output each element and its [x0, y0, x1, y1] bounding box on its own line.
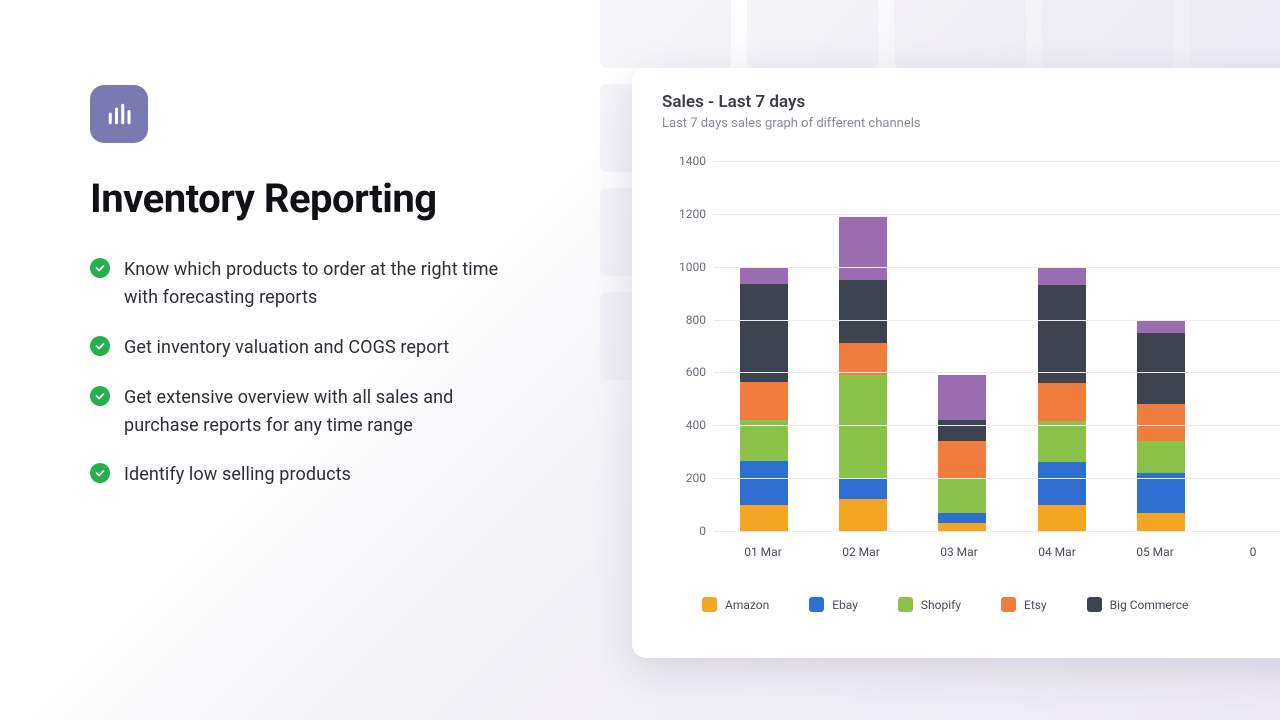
- legend-item: Big Commerce: [1087, 597, 1189, 612]
- bar-group: [932, 375, 992, 531]
- y-axis: 0200400600800100012001400: [670, 161, 714, 531]
- legend-label: Ebay: [832, 598, 858, 612]
- bar-chart-icon: [90, 85, 148, 143]
- gridline: [714, 214, 1280, 215]
- feature-item-text: Identify low selling products: [124, 461, 351, 489]
- y-axis-tick: 1000: [679, 260, 706, 274]
- bar-segment: [1137, 404, 1185, 441]
- bar-segment: [1038, 462, 1086, 504]
- feature-item-text: Know which products to order at the righ…: [124, 256, 520, 312]
- chart-legend: Amazon Ebay Shopify Etsy Big Commerce: [702, 597, 1280, 612]
- feature-item: Get inventory valuation and COGS report: [90, 334, 520, 362]
- bar-segment: [839, 499, 887, 531]
- y-axis-tick: 0: [699, 524, 706, 538]
- bar-segment: [740, 505, 788, 531]
- x-axis-label: 02 Mar: [831, 545, 891, 559]
- x-axis-label: 0: [1223, 545, 1280, 559]
- bar-group: [1032, 268, 1092, 531]
- check-circle-icon: [90, 336, 110, 356]
- bar-segment: [938, 513, 986, 524]
- legend-label: Amazon: [725, 598, 769, 612]
- bar-segment: [1038, 421, 1086, 462]
- bar-segment: [1038, 285, 1086, 383]
- bar-segment: [740, 382, 788, 420]
- feature-item: Know which products to order at the righ…: [90, 256, 520, 312]
- bar-segment: [740, 461, 788, 505]
- bar-segment: [1038, 505, 1086, 531]
- legend-label: Etsy: [1024, 598, 1047, 612]
- gridline: [714, 320, 1280, 321]
- gridline: [714, 425, 1280, 426]
- feature-item: Get extensive overview with all sales an…: [90, 384, 520, 440]
- bar-segment: [839, 217, 887, 280]
- y-axis-tick: 1200: [679, 207, 706, 221]
- legend-swatch: [809, 597, 824, 612]
- chart-title: Sales - Last 7 days: [662, 92, 1280, 112]
- bar-segment: [1038, 383, 1086, 421]
- legend-item: Etsy: [1001, 597, 1047, 612]
- x-axis-label: 01 Mar: [733, 545, 793, 559]
- check-circle-icon: [90, 386, 110, 406]
- y-axis-tick: 1400: [679, 154, 706, 168]
- y-axis-tick: 400: [686, 418, 706, 432]
- bar-segment: [1038, 268, 1086, 285]
- y-axis-tick: 800: [686, 313, 706, 327]
- feature-item-text: Get inventory valuation and COGS report: [124, 334, 449, 362]
- bar-group: [833, 217, 893, 531]
- gridline: [714, 161, 1280, 162]
- check-circle-icon: [90, 258, 110, 278]
- x-axis-labels: 01 Mar 02 Mar 03 Mar 04 Mar 05 Mar 0: [714, 545, 1280, 559]
- page-title: Inventory Reporting: [90, 175, 520, 222]
- bar-segment: [839, 343, 887, 375]
- bar-segment: [938, 523, 986, 531]
- bar-group: [734, 267, 794, 531]
- gridline: [714, 267, 1280, 268]
- legend-swatch: [1087, 597, 1102, 612]
- feature-item: Identify low selling products: [90, 461, 520, 489]
- bar-segment: [938, 441, 986, 478]
- bar-segment: [938, 375, 986, 420]
- x-axis-label: 03 Mar: [929, 545, 989, 559]
- legend-item: Amazon: [702, 597, 769, 612]
- legend-label: Shopify: [921, 598, 961, 612]
- y-axis-tick: 600: [686, 365, 706, 379]
- legend-item: Shopify: [898, 597, 961, 612]
- bar-segment: [839, 478, 887, 499]
- bar-segment: [839, 280, 887, 343]
- bar-segment: [1137, 441, 1185, 473]
- bar-segment: [938, 478, 986, 512]
- bar-segment: [1137, 333, 1185, 404]
- legend-item: Ebay: [809, 597, 858, 612]
- bar-segment: [740, 284, 788, 382]
- gridline: [714, 531, 1280, 532]
- chart-subtitle: Last 7 days sales graph of different cha…: [662, 116, 1280, 131]
- sales-chart-card: Sales - Last 7 days Last 7 days sales gr…: [632, 68, 1280, 658]
- check-circle-icon: [90, 463, 110, 483]
- bar-segment: [938, 420, 986, 441]
- gridline: [714, 372, 1280, 373]
- x-axis-label: 04 Mar: [1027, 545, 1087, 559]
- bar-segment: [740, 267, 788, 284]
- bar-segment: [1137, 513, 1185, 532]
- legend-swatch: [1001, 597, 1016, 612]
- feature-list: Know which products to order at the righ…: [90, 256, 520, 489]
- y-axis-tick: 200: [686, 471, 706, 485]
- bar-segment: [1137, 321, 1185, 333]
- x-axis-label: 05 Mar: [1125, 545, 1185, 559]
- gridline: [714, 478, 1280, 479]
- legend-swatch: [898, 597, 913, 612]
- feature-panel: Inventory Reporting Know which products …: [90, 85, 520, 511]
- chart-plot-area: 0200400600800100012001400: [670, 161, 1280, 531]
- bars-container: [714, 161, 1280, 531]
- legend-label: Big Commerce: [1110, 598, 1189, 612]
- feature-item-text: Get extensive overview with all sales an…: [124, 384, 520, 440]
- bar-segment: [839, 375, 887, 478]
- legend-swatch: [702, 597, 717, 612]
